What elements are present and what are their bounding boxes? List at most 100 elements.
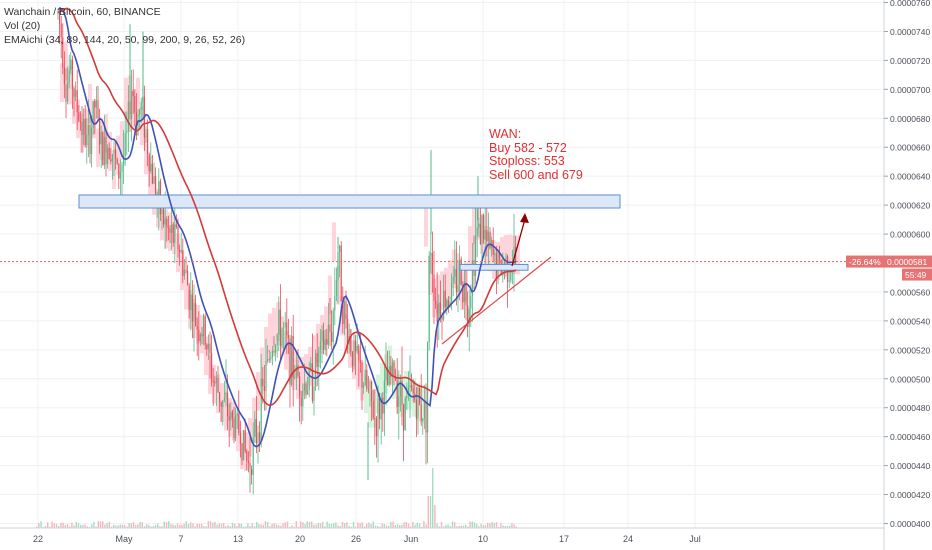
volume-bar <box>218 523 220 528</box>
candle-body <box>161 209 163 215</box>
candle-body <box>294 377 296 379</box>
ascending-trendline[interactable] <box>441 256 552 345</box>
annotation-line: Sell 600 and 679 <box>489 167 583 182</box>
volume-bar <box>282 523 284 528</box>
price-tick-label: 0.0000680 <box>890 114 930 124</box>
cloud-segment <box>372 388 376 428</box>
candle-body <box>383 380 385 414</box>
volume-bar <box>192 523 194 528</box>
volume-bar <box>440 521 443 528</box>
candle-body <box>374 418 376 419</box>
candle-body <box>84 119 86 145</box>
volume-bar <box>511 523 513 528</box>
volume-bar <box>80 524 82 528</box>
candle-body <box>459 259 461 286</box>
volume-bar <box>383 524 385 528</box>
candle-body <box>345 301 347 320</box>
drawing-zones[interactable] <box>78 194 621 271</box>
volume-bar <box>436 523 438 528</box>
volume-bar <box>509 525 511 528</box>
candle-body <box>316 353 318 368</box>
cloud-segment <box>88 83 92 123</box>
volume-bar <box>196 523 198 528</box>
volume-bar <box>77 523 80 528</box>
candle-body <box>452 276 454 283</box>
cloud-segment <box>276 302 280 341</box>
candle-body <box>369 381 371 389</box>
drawing-tools[interactable] <box>0 213 884 345</box>
candle-body <box>321 330 323 342</box>
volume-bar <box>418 523 421 528</box>
volume-bar <box>412 521 414 528</box>
volume-bar <box>392 521 394 528</box>
resistance-zone[interactable] <box>78 194 621 209</box>
candle-body <box>86 134 88 145</box>
volume-bar <box>209 521 212 528</box>
candle-body <box>308 368 310 390</box>
candle-body <box>372 401 374 419</box>
candle-body <box>78 112 80 121</box>
candle-body <box>121 164 123 172</box>
candle-body <box>172 224 174 243</box>
volume-bar <box>174 525 176 528</box>
target-arrow[interactable] <box>511 218 526 267</box>
candle-body <box>351 351 353 367</box>
candle-body <box>279 309 281 346</box>
cloud-segment <box>76 99 80 139</box>
candle-body <box>132 91 134 96</box>
time-tick-label: 26 <box>351 534 361 544</box>
target-arrow-head[interactable] <box>520 213 529 223</box>
change-badge[interactable] <box>846 255 884 268</box>
price-tick-label: 0.0000660 <box>890 143 930 153</box>
cloud-segment <box>396 374 400 414</box>
emaichi-indicator-label[interactable]: EMAichi (34, 89, 144, 20, 50, 99, 200, 9… <box>4 34 246 46</box>
volume-bar <box>135 524 137 528</box>
price-tick-label: 0.0000720 <box>890 56 930 66</box>
cloud-segment <box>100 121 104 160</box>
volume-bar <box>256 521 258 528</box>
candle-body <box>286 322 288 336</box>
volume-bar <box>38 523 40 528</box>
candle-body <box>483 215 485 240</box>
volume-bar <box>333 523 335 528</box>
volume-bar <box>44 525 47 528</box>
volume-bar <box>317 522 319 528</box>
support-zone[interactable] <box>459 263 529 271</box>
candle-body <box>366 369 368 389</box>
volume-bar <box>42 526 44 528</box>
candle-body <box>129 101 131 120</box>
candle-body <box>340 245 342 302</box>
candle-body <box>228 416 230 421</box>
volume-bar <box>106 523 108 528</box>
volume-bar <box>236 526 238 528</box>
candle-body <box>379 398 381 420</box>
candle-body <box>422 418 424 422</box>
candle-body <box>393 362 395 378</box>
trade-annotation[interactable]: WAN: Buy 582 - 572 Stoploss: 553 Sell 60… <box>489 127 583 182</box>
candle-body <box>399 381 401 397</box>
candle-body <box>427 342 429 433</box>
cloud-segment <box>452 249 456 289</box>
candle-body <box>263 386 265 391</box>
candle-body <box>311 363 313 401</box>
candle-body <box>396 380 398 407</box>
candle-body <box>359 360 361 363</box>
candle-body <box>225 392 227 399</box>
candle-body <box>235 415 237 438</box>
volume-bar <box>478 526 480 528</box>
volume-bar <box>275 524 278 528</box>
candle-body <box>139 109 141 115</box>
candle-body <box>390 366 392 377</box>
candle-body <box>467 305 469 327</box>
cloud-segment <box>132 89 136 129</box>
volume-bar <box>84 524 86 528</box>
candle-body <box>438 302 440 322</box>
current-price-badge[interactable] <box>884 255 932 268</box>
countdown-badge <box>902 268 932 281</box>
volume-bar <box>504 526 506 528</box>
candle-body <box>73 88 75 97</box>
volume-indicator-label[interactable]: Vol (20) <box>4 20 41 32</box>
symbol-title[interactable]: Wanchain / Bitcoin, 60, BINANCE <box>4 6 161 18</box>
